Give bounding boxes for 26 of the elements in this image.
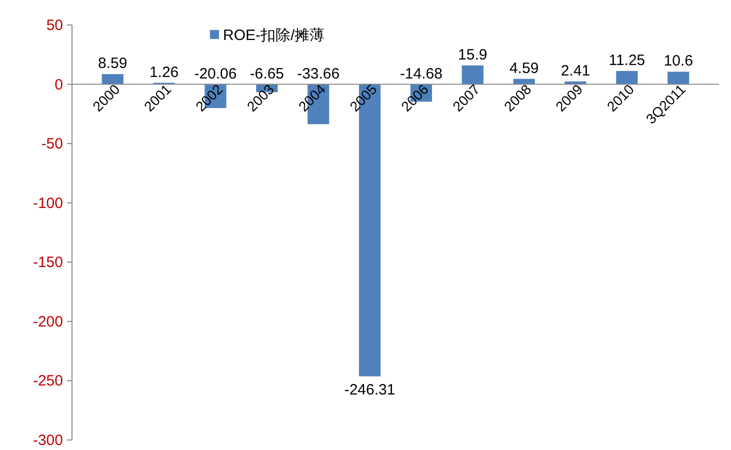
data-label: 1.26 — [149, 64, 179, 81]
y-tick-label: 50 — [46, 17, 63, 34]
data-label: 10.6 — [664, 52, 693, 70]
data-label: 11.25 — [608, 52, 646, 69]
y-tick-label: -100 — [32, 194, 63, 212]
data-label: 8.59 — [98, 55, 128, 72]
legend-label: ROE-扣除/摊薄 — [223, 27, 325, 44]
data-label: -20.06 — [194, 65, 237, 82]
bar — [668, 72, 690, 84]
data-label: -14.68 — [400, 65, 442, 82]
y-tick-label: 0 — [54, 76, 63, 94]
y-tick-label: -150 — [32, 254, 63, 272]
bar — [102, 74, 124, 84]
data-label: -33.66 — [297, 65, 340, 82]
data-label: 4.59 — [509, 60, 539, 77]
data-label: -6.65 — [250, 65, 284, 82]
data-label: 2.41 — [560, 62, 590, 80]
bar — [462, 65, 484, 84]
y-tick-label: -50 — [41, 136, 63, 153]
y-tick-label: -200 — [32, 313, 63, 330]
bar — [616, 70, 638, 84]
data-label: 15.9 — [458, 46, 488, 64]
y-tick-label: -300 — [32, 432, 63, 449]
bar — [513, 78, 535, 84]
data-label: -246.31 — [344, 381, 396, 398]
y-tick-label: -250 — [32, 372, 63, 390]
